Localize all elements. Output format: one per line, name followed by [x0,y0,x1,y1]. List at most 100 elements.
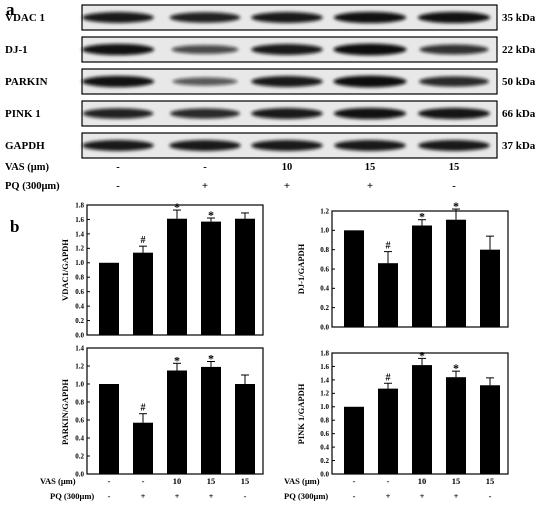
y-tick-label: 0.0 [320,323,329,331]
blot-band [418,140,490,151]
blot-band [251,44,323,55]
bar [235,384,255,474]
bar [167,218,187,335]
pq-category-label: + [386,491,391,501]
bar [378,263,398,327]
y-tick-label: 1.0 [75,259,84,267]
vas-value: 15 [365,162,376,173]
blot-band [169,12,241,23]
significance-mark: * [174,353,180,367]
significance-mark: * [208,352,214,366]
significance-mark: * [419,348,425,362]
bar-chart: DJ-1/GAPDH 0.0 0.2 0.4 0.6 0.8 1.0 1.2 # * * [296,199,509,331]
blot-band [419,44,489,55]
condition-values: - - 10 15 15 - + + + - [116,162,459,192]
y-axis-label: PINK 1/GAPDH [296,383,306,444]
blot-band [169,140,241,151]
significance-mark: * [419,210,425,224]
bar [99,384,119,474]
y-tick-label: 0.2 [320,304,329,312]
y-tick-label: 0.8 [320,417,329,425]
blot-label: GAPDH [5,140,45,152]
blot-band [170,108,240,119]
blot-band [251,12,323,23]
vas-axis-label-left: VAS (μm) [40,476,76,486]
vas-value: - [116,162,120,173]
y-tick-label: 1.0 [75,380,84,388]
vas-category-label: - [108,476,111,486]
pq-value: - [452,181,456,192]
blot-band [333,107,407,120]
y-tick-label: 0.2 [75,452,84,460]
bar-charts: VDAC1/GAPDH 0.0 0.2 0.4 0.6 0.8 1.0 1.2 1.4 1.6 1.… [60,199,509,501]
blot-band [172,77,238,86]
y-tick-label: 0.4 [320,285,329,293]
blot-label: DJ-1 [5,44,28,56]
y-tick-label: 0.0 [75,470,84,478]
y-tick-label: 0.2 [320,457,329,465]
y-tick-label: 0.6 [320,265,329,273]
panel-letter-b: b [10,217,19,236]
vas-category-label: - [353,476,356,486]
pq-value: + [202,181,208,192]
y-tick-label: 0.0 [320,470,329,478]
pq-value: + [367,181,373,192]
y-tick-label: 1.6 [320,363,329,371]
y-tick-label: 1.6 [75,216,84,224]
blot-band [333,75,407,88]
molecular-weight-label: 66 kDa [502,108,536,120]
bar [480,249,500,327]
blot-band [417,11,491,24]
blot-band [82,12,154,23]
blot-band [81,75,155,88]
pq-axis-label-left: PQ (300μm) [50,491,94,501]
y-tick-label: 0.8 [320,246,329,254]
molecular-weight-label: 37 kDa [502,140,536,152]
y-tick-label: 1.2 [320,390,329,398]
bar [133,422,153,474]
y-tick-label: 1.2 [75,245,84,253]
y-tick-label: 0.8 [75,274,84,282]
vas-category-label: - [142,476,145,486]
blot-band [82,140,154,151]
significance-mark: * [174,200,180,214]
blot-band [81,43,155,56]
bar-chart: PINK 1/GAPDH 0.0 0.2 0.4 0.6 0.8 1.0 1.2 1.4 1.6 1… [296,348,509,501]
pq-category-label: - [244,491,247,501]
y-tick-label: 0.4 [75,434,84,442]
y-tick-label: 1.4 [75,344,84,352]
y-axis-label: PARKIN/GAPDH [60,379,70,445]
bar-chart: PARKIN/GAPDH 0.0 0.2 0.4 0.6 0.8 1.0 1.2 1.4 - - # -… [60,344,264,501]
y-tick-label: 1.4 [75,230,84,238]
vas-value: 15 [449,162,460,173]
blot-band [417,107,491,120]
pq-category-label: + [454,491,459,501]
y-tick-label: 0.6 [75,416,84,424]
panel-letter-a: a [6,0,15,19]
bar [133,252,153,335]
significance-mark: # [386,372,391,383]
western-blot-panel: VDAC 1 35 kDa DJ-1 22 kDa PARKIN 50 kDa PINK 1… [5,4,536,159]
blot-band [251,140,323,151]
vas-category-label: 15 [207,476,216,486]
blot-band [419,76,489,87]
bar [344,230,364,327]
y-tick-label: 1.4 [320,376,329,384]
y-axis-label: DJ-1/GAPDH [296,243,306,294]
y-tick-label: 0.8 [75,398,84,406]
blot-band [333,43,407,56]
y-tick-label: 1.2 [75,362,84,370]
vas-category-label: - [387,476,390,486]
vas-category-label: 10 [418,476,427,486]
vas-category-label: 15 [241,476,250,486]
pq-value: - [116,181,120,192]
y-tick-label: 0.6 [75,288,84,296]
pq-category-label: + [209,491,214,501]
significance-mark: * [453,361,459,375]
bar [480,385,500,474]
blot-band [251,76,323,87]
significance-mark: * [453,199,459,213]
y-tick-label: 0.6 [320,430,329,438]
pq-category-label: - [353,491,356,501]
